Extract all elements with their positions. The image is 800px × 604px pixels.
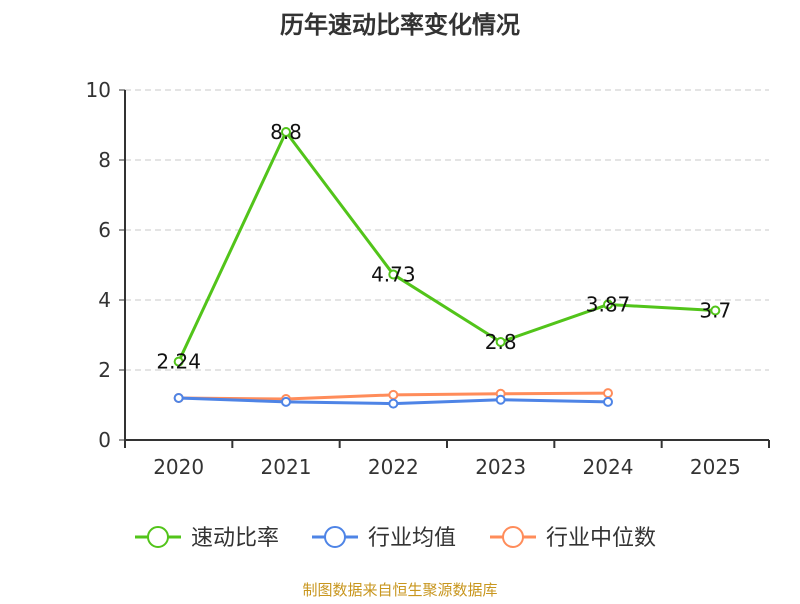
data-label: 3.87 [586,293,631,317]
data-label: 4.73 [371,262,416,286]
data-point[interactable] [173,356,184,367]
data-label: 3.7 [699,299,731,323]
legend-label[interactable]: 行业中位数 [546,526,656,551]
legend-label[interactable]: 速动比率 [191,526,279,551]
data-point[interactable] [495,337,506,347]
y-tick-label: 2 [98,358,111,382]
x-tick-label: 2024 [583,455,634,479]
data-point[interactable] [173,393,184,403]
data-point[interactable] [281,396,291,407]
data-point[interactable] [388,269,399,280]
y-tick-label: 4 [98,288,111,312]
x-tick-label: 2022 [368,455,419,479]
data-point[interactable] [281,127,291,137]
data-label: 2.24 [156,350,201,374]
data-point[interactable] [603,396,613,407]
data-point[interactable] [603,299,613,310]
data-label: 2.8 [485,330,517,354]
data-label: 8.8 [270,120,302,144]
data-point[interactable] [710,305,721,316]
y-tick-label: 8 [98,148,111,172]
x-tick-label: 2020 [153,455,204,479]
source-note: 制图数据来自恒生聚源数据库 [302,581,497,599]
legend-marker-icon[interactable] [502,526,524,548]
y-tick-label: 0 [98,428,111,452]
chart-title: 历年速动比率变化情况 [280,11,520,39]
data-point[interactable] [495,394,506,405]
legend-marker-icon[interactable] [147,526,169,548]
y-tick-label: 10 [86,78,111,102]
y-tick-label: 6 [98,218,111,242]
data-point[interactable] [603,388,613,399]
x-tick-label: 2025 [690,455,741,479]
legend-marker-icon[interactable] [324,526,346,548]
x-tick-label: 2023 [475,455,526,479]
data-point[interactable] [388,389,399,400]
legend-label[interactable]: 行业均值 [368,526,456,551]
data-point[interactable] [388,398,399,409]
series-line [177,129,716,363]
x-tick-label: 2021 [261,455,312,479]
